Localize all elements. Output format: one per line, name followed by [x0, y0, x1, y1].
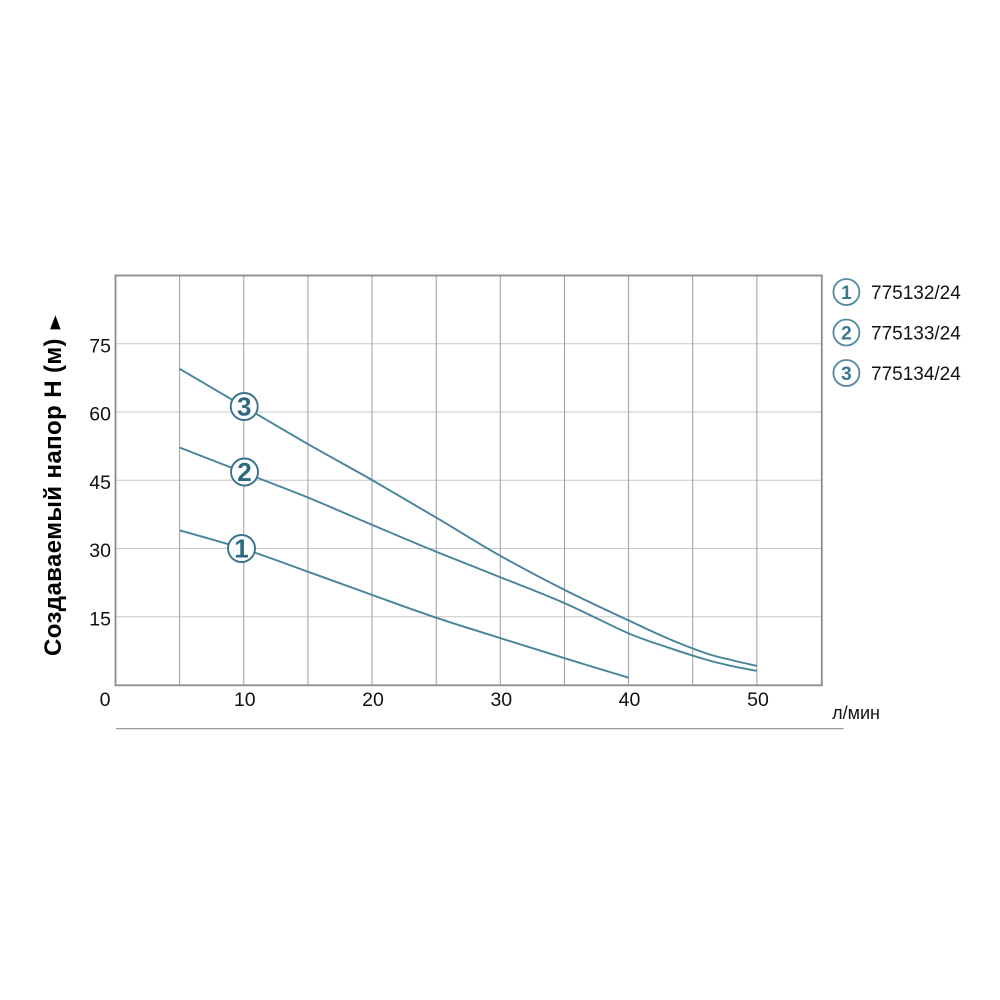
svg-text:30: 30 — [89, 540, 111, 562]
svg-text:60: 60 — [89, 404, 111, 426]
svg-text:Создаваемый напор Н (м): Создаваемый напор Н (м) — [40, 338, 67, 656]
svg-text:л/мин: л/мин — [832, 703, 880, 723]
svg-text:45: 45 — [89, 472, 111, 494]
svg-text:0: 0 — [100, 689, 111, 711]
svg-text:1: 1 — [234, 534, 248, 564]
svg-text:15: 15 — [89, 608, 111, 630]
svg-text:2: 2 — [841, 323, 852, 344]
svg-text:775132/24: 775132/24 — [871, 283, 961, 304]
svg-text:20: 20 — [362, 689, 384, 711]
svg-text:10: 10 — [234, 689, 256, 711]
svg-text:50: 50 — [747, 689, 769, 711]
svg-text:40: 40 — [619, 689, 641, 711]
svg-text:3: 3 — [237, 392, 251, 422]
svg-text:2: 2 — [237, 457, 251, 487]
svg-text:30: 30 — [490, 689, 512, 711]
svg-text:75: 75 — [89, 335, 111, 357]
svg-text:1: 1 — [841, 283, 852, 304]
svg-text:775133/24: 775133/24 — [871, 323, 961, 344]
svg-text:3: 3 — [841, 364, 852, 385]
svg-text:775134/24: 775134/24 — [871, 364, 961, 385]
